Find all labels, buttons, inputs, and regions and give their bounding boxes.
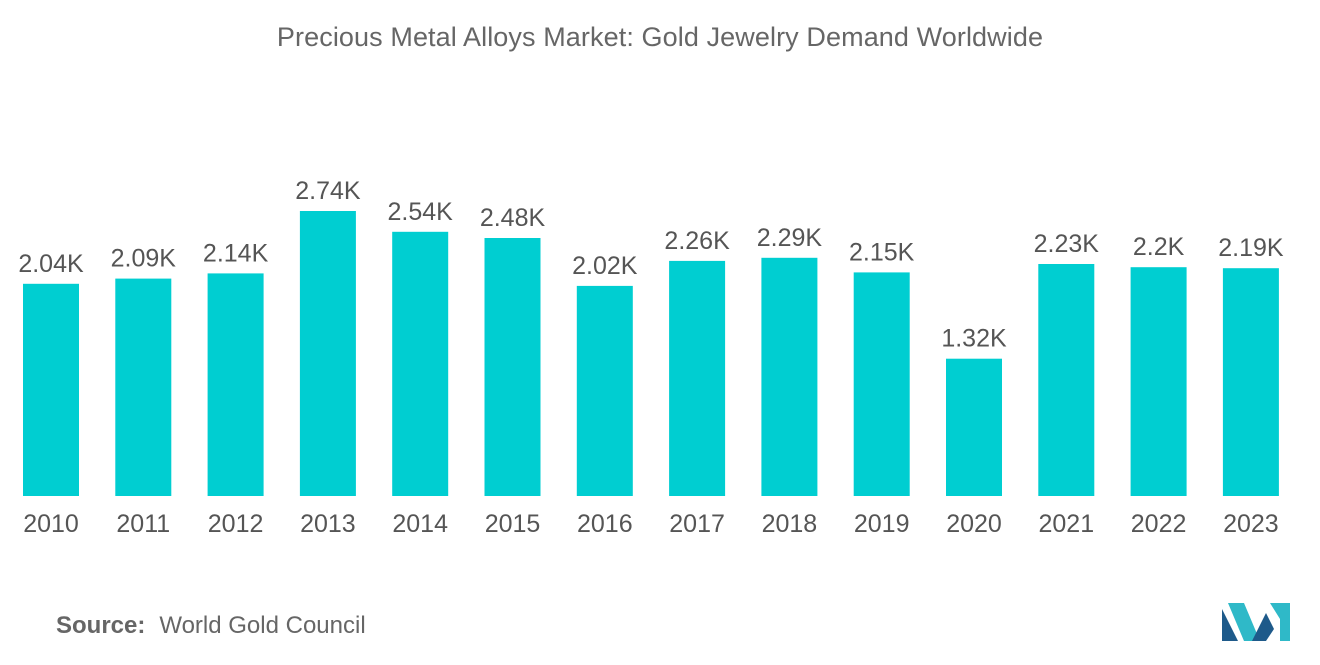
x-tick-2017: 2017 bbox=[669, 510, 725, 538]
bar-2014 bbox=[392, 231, 449, 497]
data-label-2023: 2.19K bbox=[1218, 234, 1284, 262]
bar-2017 bbox=[669, 260, 726, 496]
bars-group bbox=[23, 211, 1279, 497]
bar-2012 bbox=[207, 273, 264, 496]
x-tick-2011: 2011 bbox=[116, 510, 170, 538]
x-tick-2020: 2020 bbox=[946, 510, 1002, 538]
chart-title: Precious Metal Alloys Market: Gold Jewel… bbox=[276, 22, 1044, 52]
x-tick-2016: 2016 bbox=[577, 510, 633, 538]
x-tick-2019: 2019 bbox=[854, 510, 910, 538]
bar-2020 bbox=[946, 358, 1002, 496]
data-label-2017: 2.26K bbox=[664, 227, 730, 255]
source-label: Source: bbox=[56, 612, 146, 639]
data-label-2010: 2.04K bbox=[18, 250, 84, 278]
data-label-2019: 2.15K bbox=[849, 238, 915, 266]
data-label-2022: 2.2K bbox=[1133, 233, 1185, 261]
x-tick-2021: 2021 bbox=[1038, 510, 1094, 538]
data-label-2013: 2.74K bbox=[295, 177, 361, 205]
x-tick-2010: 2010 bbox=[23, 510, 79, 538]
bar-2016 bbox=[576, 285, 633, 496]
bar-2013 bbox=[299, 211, 356, 496]
data-label-2014: 2.54K bbox=[388, 198, 454, 226]
x-tick-2012: 2012 bbox=[208, 510, 264, 538]
x-tick-2015: 2015 bbox=[485, 510, 541, 538]
data-label-2018: 2.29K bbox=[757, 224, 823, 252]
x-tick-2018: 2018 bbox=[762, 510, 818, 538]
bar-chart: 2.04K 2.09K 2.14K 2.74K 2.54K 2.48K 2.02K 2.26K… bbox=[18, 177, 1284, 538]
bar-2021 bbox=[1038, 264, 1095, 496]
bar-2023 bbox=[1222, 268, 1279, 496]
bar-2011 bbox=[115, 278, 172, 496]
bar-2010 bbox=[23, 283, 79, 496]
bar-2018 bbox=[761, 257, 818, 496]
source-value: World Gold Council bbox=[159, 612, 366, 639]
x-tick-2014: 2014 bbox=[392, 510, 448, 538]
data-label-2020: 1.32K bbox=[941, 325, 1007, 353]
data-label-2015: 2.48K bbox=[480, 204, 546, 232]
data-label-2016: 2.02K bbox=[572, 252, 638, 280]
x-tick-2013: 2013 bbox=[300, 510, 356, 538]
data-label-2011: 2.09K bbox=[111, 245, 177, 273]
x-tick-labels-group: 2010 2011 2012 2013 2014 2015 2016 2017 2018 2019… bbox=[23, 510, 1279, 538]
source-note: Source: World Gold Council bbox=[56, 612, 366, 640]
bar-2019 bbox=[853, 272, 910, 496]
bar-2022 bbox=[1130, 267, 1187, 496]
data-labels-group: 2.04K 2.09K 2.14K 2.74K 2.54K 2.48K 2.02K 2.26K… bbox=[18, 177, 1284, 353]
x-tick-2022: 2022 bbox=[1131, 510, 1187, 538]
mordor-logo-icon bbox=[1222, 603, 1290, 641]
bar-2015 bbox=[484, 238, 541, 496]
data-label-2021: 2.23K bbox=[1034, 230, 1100, 258]
x-tick-2023: 2023 bbox=[1223, 510, 1279, 538]
data-label-2012: 2.14K bbox=[203, 239, 269, 267]
